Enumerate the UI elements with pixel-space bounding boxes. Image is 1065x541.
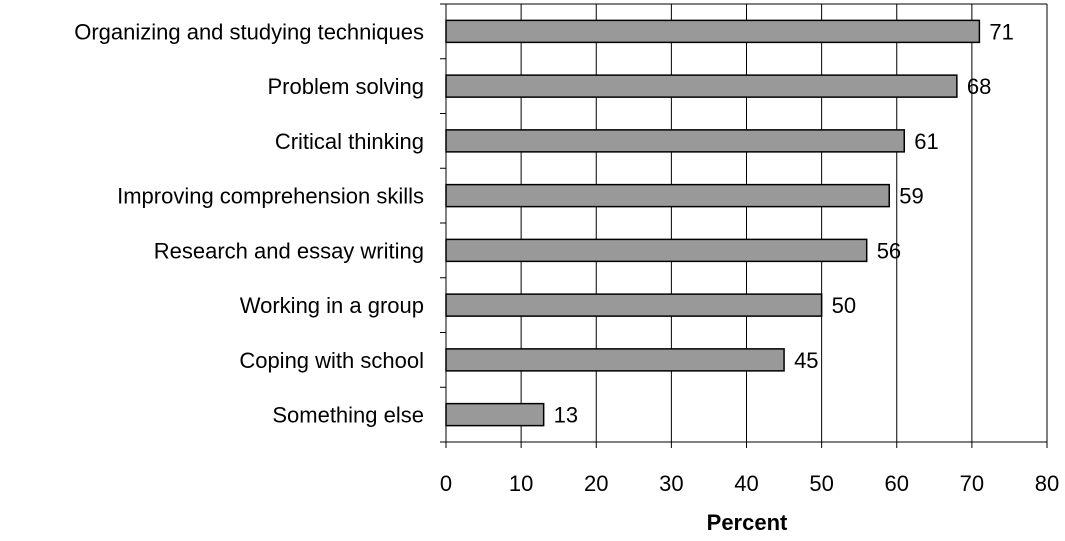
x-tick-label: 50 — [809, 471, 833, 496]
x-tick-label: 80 — [1035, 471, 1059, 496]
data-label: 68 — [967, 74, 991, 99]
x-tick-labels: 0 10 20 30 40 50 60 70 80 — [440, 471, 1059, 496]
category-label: Coping with school — [239, 348, 424, 373]
category-label: Research and essay writing — [154, 238, 424, 263]
data-label: 71 — [989, 19, 1013, 44]
data-label: 61 — [914, 129, 938, 154]
data-label: 59 — [899, 184, 923, 209]
bar — [445, 348, 785, 372]
x-tick-label: 60 — [885, 471, 909, 496]
x-tick-label: 20 — [584, 471, 608, 496]
bar — [445, 238, 868, 263]
category-labels: Organizing and studying techniques Proble… — [74, 19, 424, 427]
data-label: 50 — [832, 293, 856, 318]
x-tick-label: 0 — [440, 471, 452, 496]
x-tick-label: 30 — [659, 471, 683, 496]
x-axis-title: Percent — [707, 510, 788, 535]
bar — [445, 129, 906, 153]
category-label: Critical thinking — [275, 129, 424, 154]
x-tick-label: 40 — [734, 471, 758, 496]
category-label: Working in a group — [240, 293, 424, 318]
category-label: Improving comprehension skills — [117, 184, 424, 209]
bar — [445, 74, 958, 98]
data-label: 13 — [554, 403, 578, 428]
bar — [445, 402, 545, 427]
category-label: Something else — [272, 403, 424, 428]
data-label: 56 — [877, 238, 901, 263]
category-label: Organizing and studying techniques — [74, 19, 424, 44]
data-label: 45 — [794, 348, 818, 373]
x-tick-label: 70 — [960, 471, 984, 496]
x-tick-label: 10 — [509, 471, 533, 496]
bar — [445, 183, 890, 208]
bar — [445, 293, 823, 317]
category-label: Problem solving — [267, 74, 424, 99]
axes — [440, 3, 1048, 448]
bar — [445, 19, 981, 44]
data-labels: 71 68 61 59 56 50 45 13 — [554, 19, 1014, 427]
grid-lines — [520, 4, 1048, 442]
bars — [445, 19, 981, 427]
